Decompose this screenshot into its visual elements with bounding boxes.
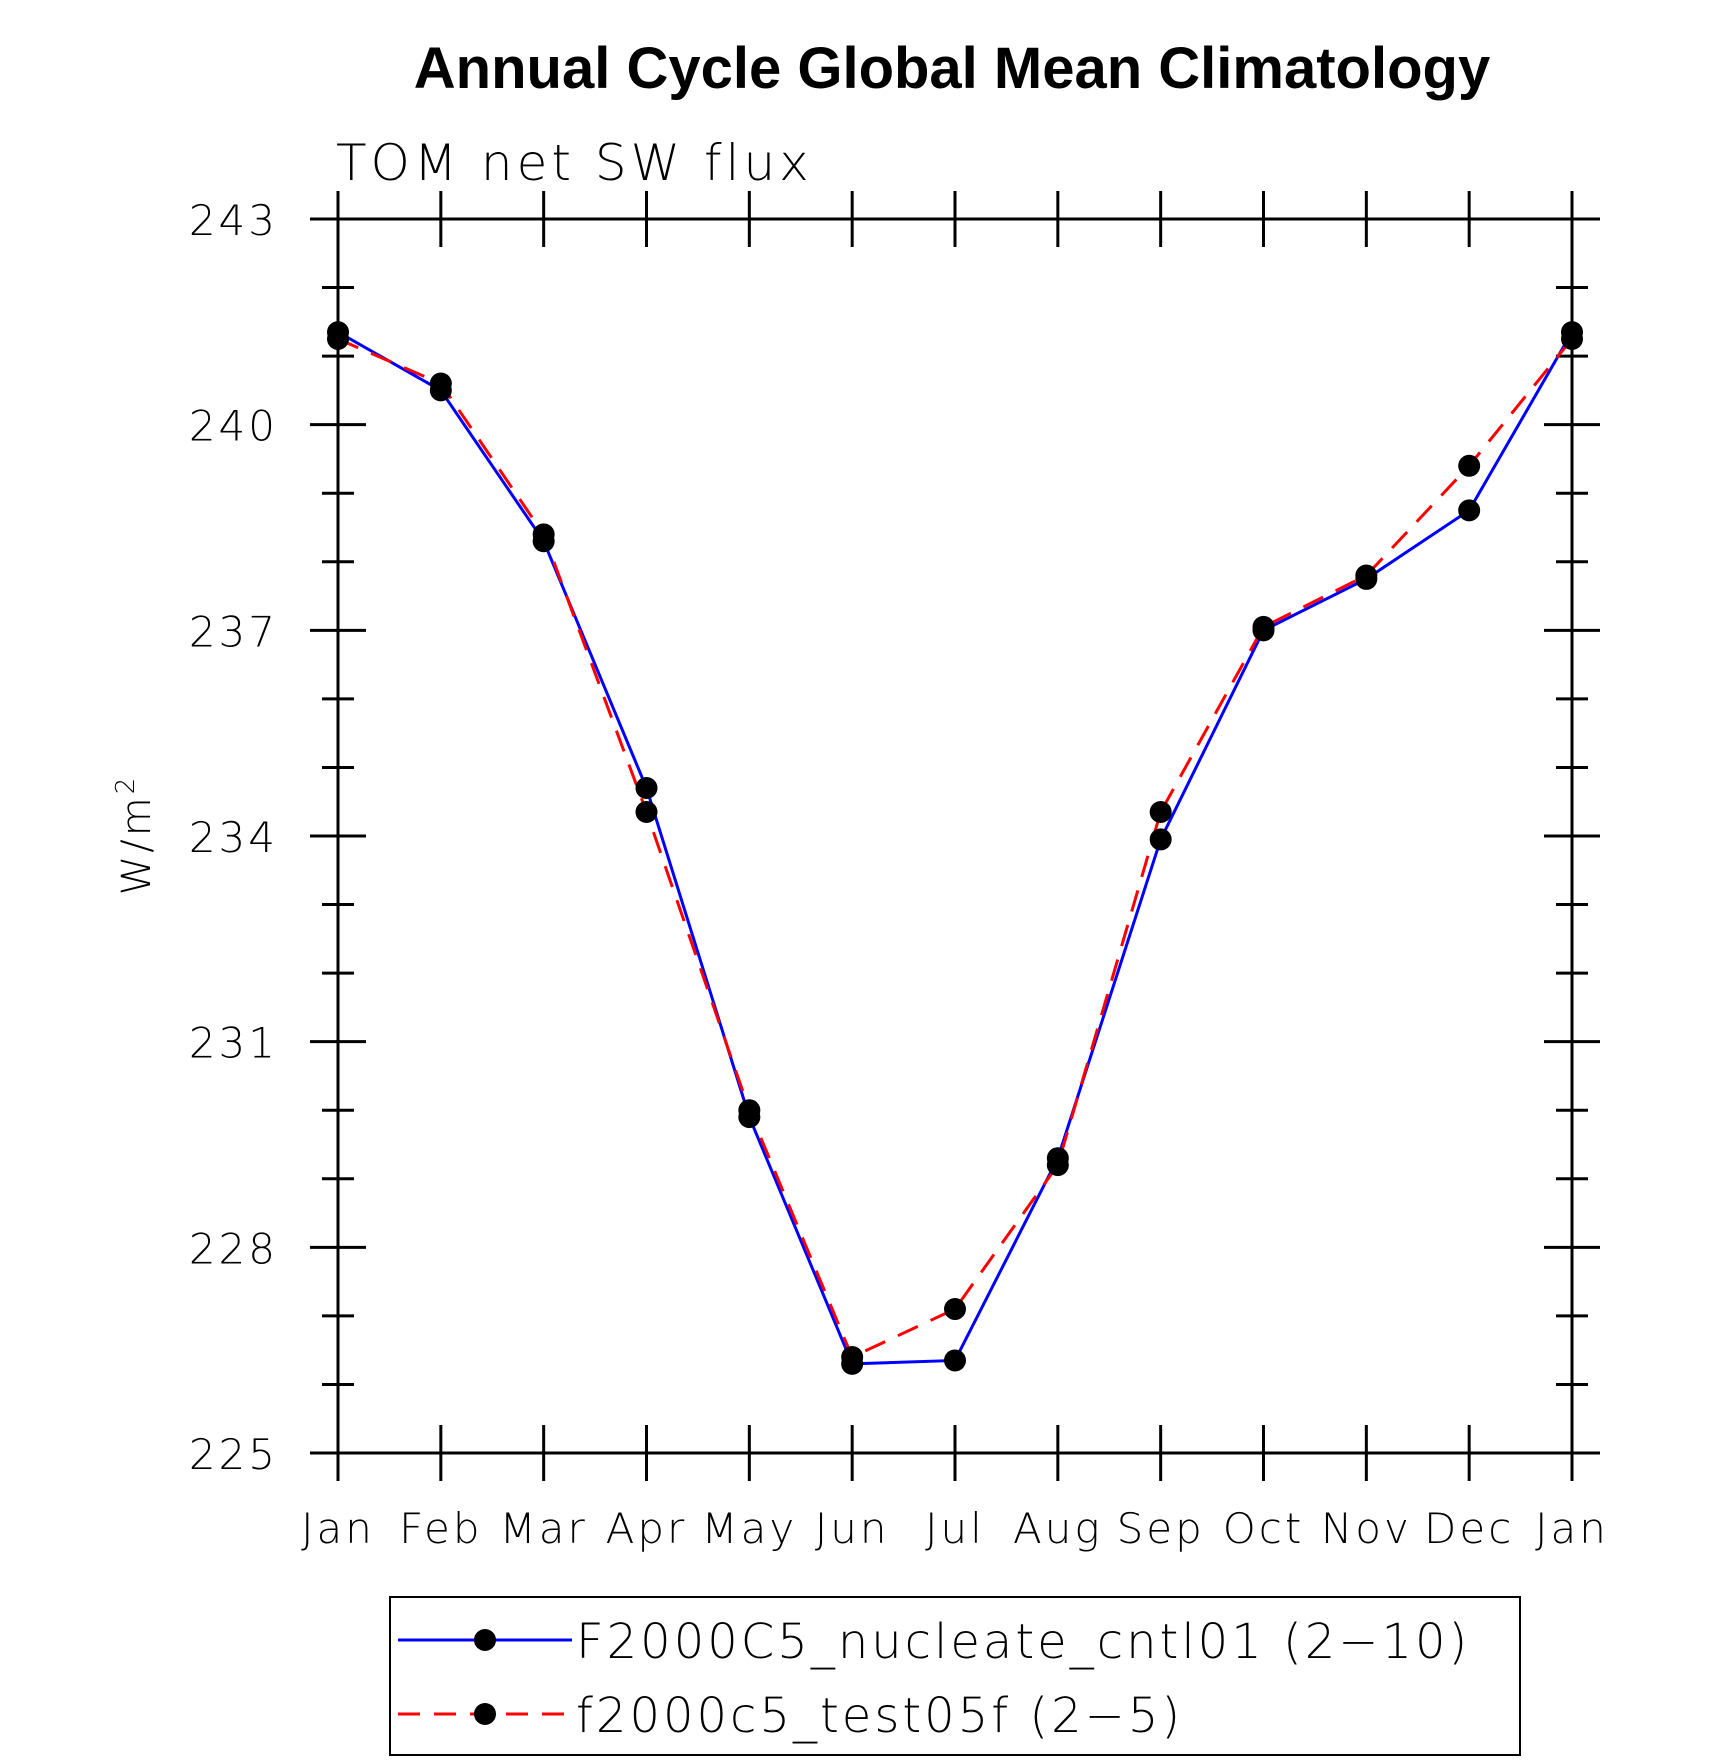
series-1-point: [635, 777, 658, 800]
legend-box: [389, 1596, 1521, 1756]
series-2-point: [532, 523, 555, 546]
y-tick-label: 237: [189, 607, 278, 656]
y-tick-label: 243: [189, 196, 278, 245]
x-tick-label: Jul: [925, 1504, 985, 1553]
series-line-1: [337, 330, 1574, 1366]
legend: F2000C5_nucleate_cntl01 (2−10) f2000c5_t…: [389, 1596, 1521, 1756]
y-tick-labels: 225 228 231 234 237 240 243: [189, 196, 278, 1479]
chart-title: Annual Cycle Global Mean Climatology: [414, 36, 1490, 101]
x-tick-label: Dec: [1424, 1504, 1514, 1553]
series-line-2: [337, 337, 1574, 1360]
x-tick-labels: Jan Feb Mar Apr May Jun Jul Aug Sep Oct Nov Dec Jan: [301, 1504, 1609, 1553]
legend-marker-2: [474, 1703, 496, 1725]
x-tick-label: Sep: [1117, 1504, 1205, 1553]
series-1-point: [1458, 499, 1481, 522]
legend-entry-1: F2000C5_nucleate_cntl01 (2−10): [398, 1614, 1470, 1670]
x-tick-label: Oct: [1223, 1504, 1305, 1553]
legend-entry-2: f2000c5_test05f (2−5): [398, 1688, 1183, 1744]
y-tick-label: 228: [189, 1224, 278, 1273]
y-axis-label-superscript: 2: [111, 775, 141, 795]
series-1-point: [1149, 828, 1172, 851]
series-layer: [327, 321, 1583, 1375]
series-2-point: [1046, 1154, 1069, 1177]
y-tick-label: 234: [189, 813, 278, 862]
svg-text:W/m2: W/m2: [111, 775, 160, 896]
legend-marker-1: [474, 1629, 496, 1651]
series-1-point: [944, 1349, 966, 1372]
series-2-point: [1252, 615, 1275, 638]
series-2-point: [1149, 801, 1172, 824]
chart-subtitle: TOM net SW flux: [336, 134, 813, 192]
plot-frame: [336, 217, 1574, 1455]
x-tick-label: Jan: [1535, 1504, 1609, 1553]
y-axis-label-base: W/m: [114, 794, 160, 895]
x-tick-label: Jun: [815, 1504, 890, 1553]
series-2-point: [1458, 454, 1481, 477]
legend-label-1: F2000C5_nucleate_cntl01 (2−10): [576, 1614, 1470, 1670]
y-tick-label: 240: [189, 402, 278, 451]
x-tick-label: Apr: [606, 1504, 688, 1553]
series-2-point: [841, 1346, 864, 1369]
y-tick-label: 231: [189, 1019, 278, 1068]
x-tick-label: Aug: [1013, 1504, 1103, 1553]
y-tick-label: 225: [189, 1430, 278, 1479]
legend-label-2: f2000c5_test05f (2−5): [576, 1688, 1183, 1744]
series-2-point: [429, 372, 452, 395]
x-tick-label: Feb: [399, 1504, 482, 1553]
y-axis-label: W/m2: [111, 775, 160, 896]
x-tick-label: May: [701, 1504, 797, 1553]
x-tick-label: Jan: [301, 1504, 375, 1553]
series-2-point: [635, 801, 658, 824]
series-2-point: [738, 1099, 761, 1122]
x-tick-label: Mar: [500, 1504, 588, 1553]
series-2-point: [944, 1298, 966, 1321]
x-tick-label: Nov: [1321, 1504, 1412, 1553]
series-2-point: [1355, 564, 1378, 587]
axes: [310, 191, 1600, 1481]
